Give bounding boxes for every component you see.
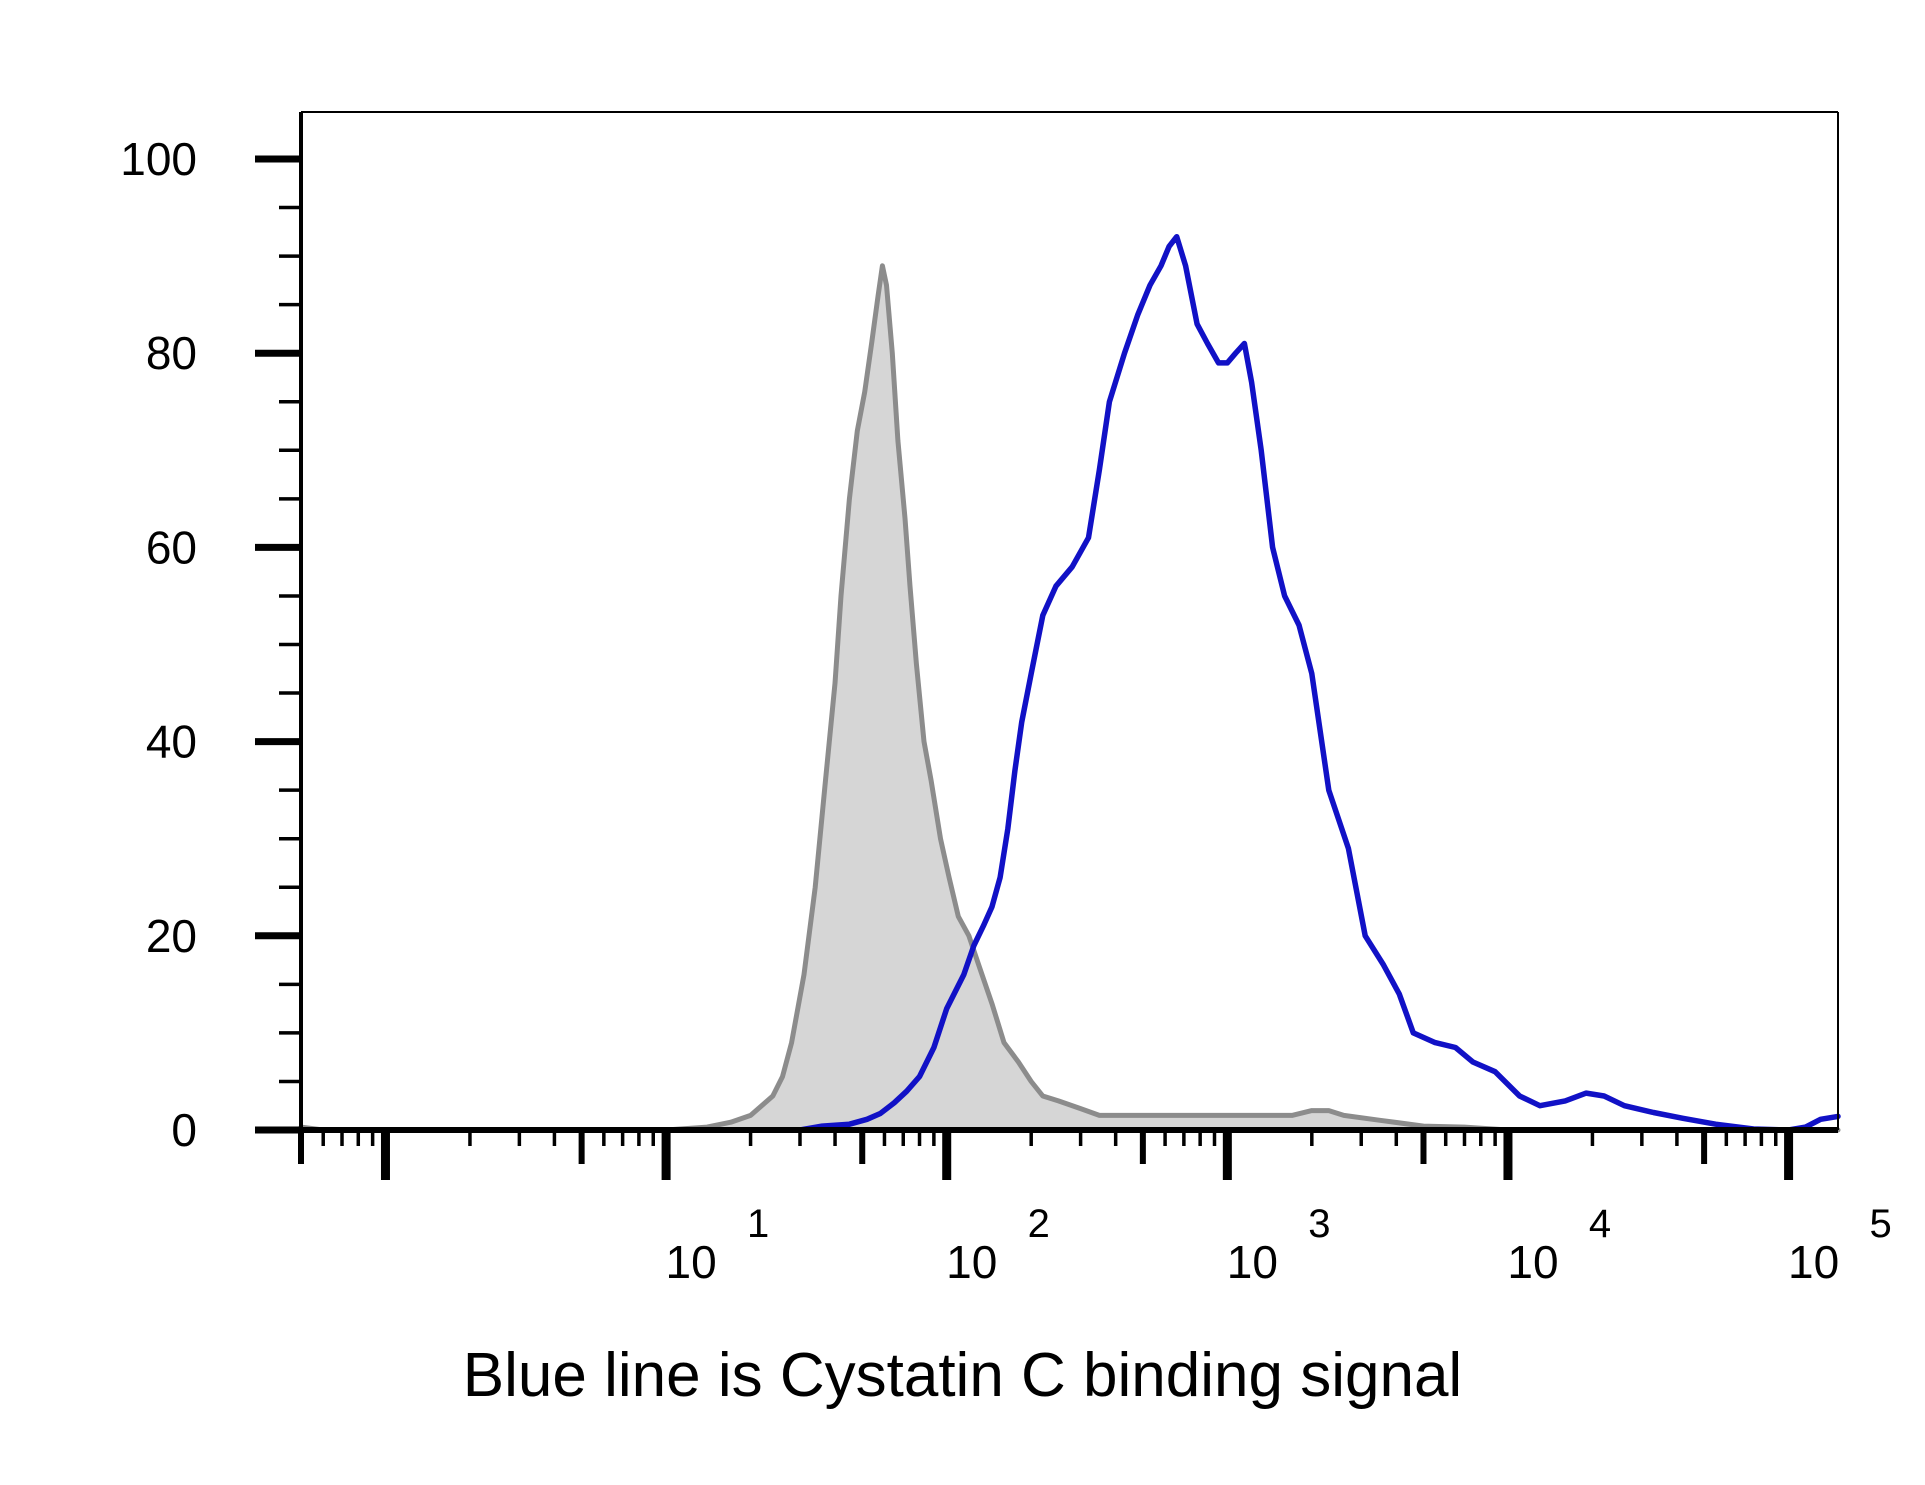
y-tick-label: 60 bbox=[146, 521, 197, 573]
plot-area bbox=[298, 233, 1841, 1133]
y-tick-label: 100 bbox=[120, 133, 197, 185]
x-tick-label-exponent: 1 bbox=[747, 1202, 769, 1246]
series-1-line bbox=[320, 233, 1841, 1133]
x-tick-label-exponent: 4 bbox=[1589, 1202, 1611, 1246]
x-tick-label-base: 10 bbox=[666, 1236, 717, 1288]
y-tick-label: 20 bbox=[146, 910, 197, 962]
y-tick-label: 0 bbox=[171, 1104, 197, 1156]
x-tick-label-base: 10 bbox=[1507, 1236, 1558, 1288]
series-0-fill bbox=[301, 265, 1838, 1130]
x-tick-label-base: 10 bbox=[946, 1236, 997, 1288]
series-0-line bbox=[298, 263, 1841, 1133]
x-tick-label-base: 10 bbox=[1227, 1236, 1278, 1288]
y-tick-label: 40 bbox=[146, 716, 197, 768]
axes: 0 20 40 60 80 100 10 1 10 2 10 3 10 4 10 5 bbox=[120, 111, 1892, 1288]
chart-caption: Blue line is Cystatin C binding signal bbox=[462, 1341, 1463, 1410]
x-tick-label-exponent: 5 bbox=[1869, 1202, 1891, 1246]
x-tick-label-exponent: 3 bbox=[1308, 1202, 1330, 1246]
y-tick-label: 80 bbox=[146, 327, 197, 379]
x-tick-label-exponent: 2 bbox=[1028, 1202, 1050, 1246]
x-tick-label-base: 10 bbox=[1788, 1236, 1839, 1288]
